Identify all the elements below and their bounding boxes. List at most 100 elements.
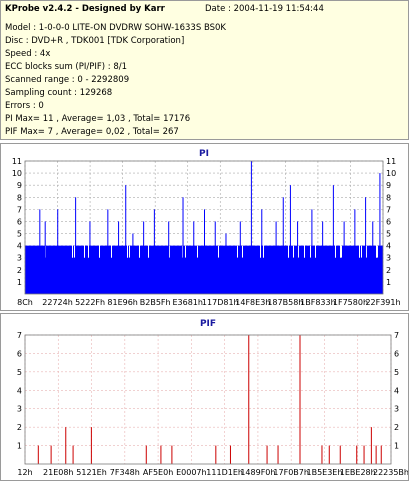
pi-bar	[158, 245, 159, 294]
pi-bar	[137, 245, 138, 294]
pi-bar	[83, 245, 84, 294]
pi-bar	[148, 257, 149, 294]
pi-bar	[369, 245, 370, 294]
pi-bar	[209, 245, 210, 294]
pi-bar	[161, 245, 162, 294]
pi-bar	[375, 245, 376, 294]
pi-bar	[36, 245, 37, 294]
pi-bar	[98, 245, 99, 294]
pi-bar	[70, 245, 71, 294]
pi-bar	[82, 245, 83, 294]
pi-bar	[180, 245, 181, 294]
pi-bar	[59, 245, 60, 294]
pi-bar	[270, 245, 271, 294]
pi-spike-bar	[297, 221, 299, 294]
y-tick-label-right: 3	[394, 405, 399, 414]
pi-bar	[361, 257, 362, 294]
pi-bar	[63, 245, 64, 294]
pi-bar	[207, 245, 208, 294]
pi-bar	[185, 257, 186, 294]
pi-bar	[120, 245, 121, 294]
pi-bar	[113, 245, 114, 294]
pi-bar	[294, 245, 295, 294]
pif-spike-bar	[363, 445, 365, 464]
pi-bar	[54, 245, 55, 294]
x-tick-label: 17F0B7h	[273, 468, 309, 477]
pi-bar	[112, 245, 113, 294]
pi-bar	[378, 245, 379, 294]
pi-bar	[152, 245, 153, 294]
pi-bar	[260, 257, 261, 294]
pi-bar	[184, 245, 185, 294]
pi-bar	[157, 245, 158, 294]
y-tick-label-right: 3	[386, 254, 391, 263]
pi-bar	[376, 257, 377, 294]
pi-bar	[250, 245, 251, 294]
pi-bar	[258, 245, 259, 294]
pi-bar	[109, 245, 110, 294]
info-range: Scanned range : 0 - 2292809	[5, 75, 130, 85]
pi-bar	[220, 245, 221, 294]
y-tick-label-left: 7	[17, 331, 22, 340]
y-tick-label-left: 5	[17, 230, 22, 239]
pi-bar	[182, 257, 183, 294]
pi-bar	[367, 245, 368, 294]
pi-bar	[121, 245, 122, 294]
pi-bar	[162, 245, 163, 294]
pi-bar	[199, 245, 200, 294]
pi-bar	[147, 245, 148, 294]
pi-spike-bar	[379, 173, 381, 294]
pi-bar	[43, 245, 44, 294]
pi-bar	[129, 257, 130, 294]
pi-bar	[102, 245, 103, 294]
pi-bar	[214, 245, 215, 294]
pi-bar	[330, 245, 331, 294]
pif-spike-bar	[277, 445, 279, 464]
pi-bar	[138, 245, 139, 294]
pi-bar	[90, 245, 91, 294]
pi-bar	[85, 245, 86, 294]
pi-bar	[305, 245, 306, 294]
pi-bar	[122, 245, 123, 294]
pi-spike-bar	[182, 197, 184, 294]
pi-spike-bar	[354, 209, 356, 294]
pi-bar	[293, 257, 294, 294]
pi-bar	[135, 245, 136, 294]
plot-frame	[24, 160, 384, 295]
x-tick-label: 1B5E3Eh	[306, 468, 342, 477]
pi-bar	[177, 245, 178, 294]
pif-spike-bar	[145, 445, 147, 464]
pi-bar	[47, 245, 48, 294]
pi-bar	[315, 257, 316, 294]
pi-bar	[119, 245, 120, 294]
y-tick-label-right: 11	[386, 157, 396, 166]
y-tick-label-right: 4	[386, 242, 391, 251]
pi-bar	[272, 245, 273, 294]
pi-bar	[104, 245, 105, 294]
pi-bar	[53, 245, 54, 294]
pi-bar	[263, 257, 264, 294]
pi-bar	[357, 245, 358, 294]
pi-bar	[144, 245, 145, 294]
pi-bar	[151, 245, 152, 294]
info-panel: KProbe v2.4.2 - Designed by Karr Date : …	[0, 0, 409, 140]
pi-bar	[236, 245, 237, 294]
pi-bar	[179, 245, 180, 294]
pi-bar	[253, 245, 254, 294]
pi-bar	[153, 245, 154, 294]
pi-bar	[26, 245, 27, 294]
pi-bar	[50, 245, 51, 294]
pi-bar	[349, 245, 350, 294]
pi-bar	[355, 245, 356, 294]
pi-bar	[128, 245, 129, 294]
pi-bar	[116, 245, 117, 294]
pif-spike-bar	[356, 445, 358, 464]
pif-spike-bar	[299, 335, 301, 464]
pif-spike-bar	[380, 445, 382, 464]
pi-bar	[351, 245, 352, 294]
pi-bar	[273, 245, 274, 294]
pi-bar	[197, 257, 198, 294]
y-tick-label-right: 7	[386, 205, 391, 214]
info-model: Model : 1-0-0-0 LITE-ON DVDRW SOHW-1633S…	[5, 23, 226, 33]
pi-bar	[288, 257, 289, 294]
